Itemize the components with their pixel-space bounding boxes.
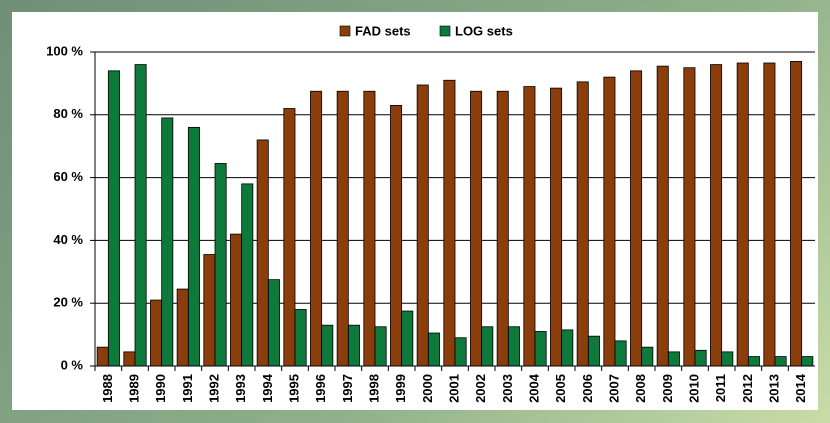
bar: [790, 61, 803, 367]
legend-swatch: [439, 25, 451, 37]
bar: [576, 81, 589, 367]
bar: [561, 329, 574, 367]
x-tick-label: 2007: [606, 374, 621, 403]
x-tick-label: 1999: [393, 374, 408, 403]
bar: [801, 356, 814, 367]
bar: [363, 90, 376, 367]
x-tick-label: 1995: [286, 374, 301, 403]
bar: [321, 324, 334, 367]
bar: [401, 310, 414, 367]
x-tick-label: 2004: [526, 373, 541, 403]
bar: [454, 337, 467, 367]
bar: [694, 349, 707, 367]
bar: [267, 279, 280, 367]
x-tick-label: 1996: [313, 374, 328, 403]
x-tick-label: 1990: [153, 374, 168, 403]
bar: [294, 309, 307, 367]
bar: [416, 84, 429, 367]
bar: [523, 86, 536, 367]
bar: [230, 233, 243, 367]
bar: [123, 351, 136, 367]
legend-swatch: [339, 25, 351, 37]
bar: [283, 108, 296, 367]
legend-label: FAD sets: [355, 23, 411, 38]
x-tick-label: 1998: [366, 374, 381, 403]
bar: [641, 346, 654, 367]
x-tick-label: 2013: [766, 374, 781, 403]
bar: [470, 90, 483, 367]
bar: [667, 351, 680, 367]
x-tick-label: 2005: [553, 374, 568, 403]
x-tick-label: 2002: [473, 374, 488, 403]
bar: [587, 335, 600, 367]
bar: [710, 64, 723, 367]
bar: [747, 356, 760, 367]
bar: [203, 254, 216, 367]
x-tick-label: 2000: [420, 374, 435, 403]
bar: [427, 332, 440, 367]
bar: [721, 351, 734, 367]
bar: [310, 90, 323, 367]
x-tick-label: 2008: [633, 374, 648, 403]
bar: [214, 163, 227, 367]
y-tick-label: 60 %: [53, 169, 83, 184]
bar: [187, 126, 200, 367]
bar: [336, 90, 349, 367]
bar: [134, 64, 147, 367]
bar: [614, 340, 627, 367]
y-tick-label: 80 %: [53, 106, 83, 121]
bar: [496, 90, 509, 367]
y-tick-label: 20 %: [53, 295, 83, 310]
bar: [443, 79, 456, 367]
x-tick-label: 2014: [793, 373, 808, 403]
x-tick-label: 2011: [713, 374, 728, 402]
x-tick-label: 1992: [206, 374, 221, 403]
bar: [736, 62, 749, 367]
bar: [763, 62, 776, 367]
x-tick-label: 1991: [180, 374, 195, 403]
bar: [481, 326, 494, 367]
bar: [774, 356, 787, 367]
x-tick-label: 2001: [446, 374, 461, 403]
x-tick-label: 2006: [580, 374, 595, 403]
y-tick-label: 40 %: [53, 232, 83, 247]
x-tick-label: 1997: [340, 374, 355, 403]
bar: [176, 288, 189, 367]
x-tick-label: 2010: [686, 374, 701, 403]
x-tick-label: 2009: [660, 374, 675, 403]
x-tick-label: 1993: [233, 374, 248, 403]
bar: [507, 326, 520, 367]
bar: [96, 346, 109, 367]
bar: [107, 70, 120, 367]
bar: [603, 76, 616, 367]
bar: [550, 87, 563, 367]
x-tick-label: 2012: [740, 374, 755, 403]
x-tick-label: 1994: [260, 373, 275, 403]
bar: [241, 183, 254, 367]
bar: [256, 139, 269, 367]
bar: [534, 331, 547, 367]
legend-label: LOG sets: [455, 23, 513, 38]
bar: [390, 104, 403, 367]
bar: [630, 70, 643, 367]
y-tick-label: 0 %: [61, 357, 84, 372]
y-tick-label: 100 %: [46, 43, 83, 58]
x-tick-label: 1988: [100, 374, 115, 403]
bar: [374, 326, 387, 367]
x-tick-label: 2003: [500, 374, 515, 403]
bar: [150, 299, 163, 367]
x-tick-label: 1989: [126, 374, 141, 403]
bar: [656, 65, 669, 367]
bar: [161, 117, 174, 367]
bar: [347, 324, 360, 367]
bar: [683, 67, 696, 367]
